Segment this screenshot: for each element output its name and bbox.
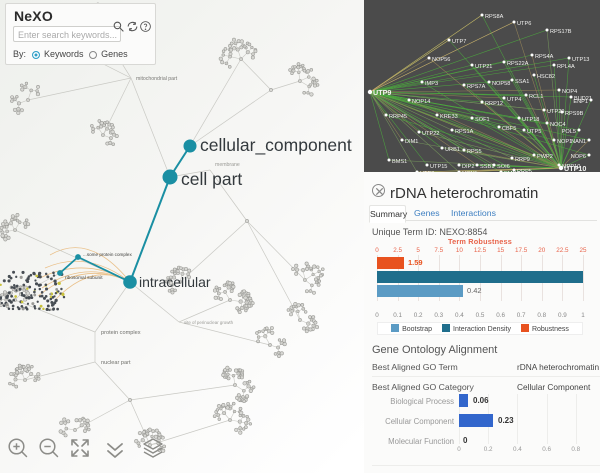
svg-text:...some protein complex: ...some protein complex [83,252,132,257]
svg-text:URB1: URB1 [445,147,460,153]
svg-text:RPS8A: RPS8A [485,14,504,20]
svg-text:RPS17B: RPS17B [550,29,572,35]
svg-text:KRE33: KRE33 [440,114,458,120]
svg-text:RRP9: RRP9 [515,157,530,163]
svg-text:DIP2: DIP2 [462,164,474,170]
svg-text:site of perinuclear growth: site of perinuclear growth [184,320,234,325]
svg-text:MPP10: MPP10 [562,164,580,170]
svg-text:SSB1: SSB1 [480,164,494,170]
svg-text:UTP15: UTP15 [430,164,447,170]
svg-text:UTP4: UTP4 [507,97,521,103]
svg-text:ENP1: ENP1 [573,99,588,105]
svg-text:RPS7A: RPS7A [467,84,486,90]
svg-text:NOP4: NOP4 [562,89,577,95]
svg-text:NOP14: NOP14 [412,99,430,105]
svg-text:SOI6: SOI6 [497,164,510,170]
svg-text:cellular_component: cellular_component [200,135,352,156]
svg-text:UTP13: UTP13 [572,57,589,63]
svg-text:UTP22: UTP22 [422,131,439,137]
svg-text:RPL4A: RPL4A [557,64,575,70]
svg-text:ribosomal subunit: ribosomal subunit [65,275,103,281]
svg-text:RPS5: RPS5 [467,149,482,155]
svg-text:BMS1: BMS1 [392,159,407,165]
svg-text:membrane: membrane [215,162,240,168]
svg-text:RPS4A: RPS4A [535,54,554,60]
svg-text:nuclear part: nuclear part [101,360,131,366]
svg-text:SOF1: SOF1 [475,117,490,123]
svg-text:IMP3: IMP3 [425,81,438,87]
svg-text:PWP2: PWP2 [537,154,553,160]
svg-text:cell part: cell part [181,169,242,189]
svg-text:POL5: POL5 [562,129,576,135]
svg-text:NOC4: NOC4 [550,122,566,128]
svg-text:NOP56: NOP56 [432,57,450,63]
svg-text:NOP6: NOP6 [571,154,586,160]
svg-text:HSC82: HSC82 [537,74,555,80]
svg-text:CBF5: CBF5 [502,126,516,132]
svg-text:RRP12: RRP12 [485,101,503,107]
svg-text:UTP21: UTP21 [475,64,492,70]
svg-text:NOP1: NOP1 [557,139,572,145]
svg-text:protein complex: protein complex [101,330,141,336]
svg-text:UTP9: UTP9 [373,88,391,97]
svg-text:mitochondrial part: mitochondrial part [136,76,178,82]
svg-text:DIM1: DIM1 [405,139,418,145]
svg-text:NOP58: NOP58 [492,81,510,87]
svg-text:RRP45: RRP45 [389,114,407,120]
svg-text:UTP18: UTP18 [522,117,539,123]
svg-text:RCL1: RCL1 [529,94,543,100]
svg-text:UTP7: UTP7 [452,39,466,45]
svg-text:RPS22A: RPS22A [507,61,529,67]
svg-text:intracellular: intracellular [139,274,211,290]
svg-text:UTP6: UTP6 [517,21,531,27]
svg-text:RPS9B: RPS9B [565,111,584,117]
svg-text:NAN1: NAN1 [571,139,586,145]
svg-text:RPS1A: RPS1A [455,129,474,135]
svg-text:UTP5: UTP5 [527,129,541,135]
svg-text:SSA1: SSA1 [515,79,529,85]
